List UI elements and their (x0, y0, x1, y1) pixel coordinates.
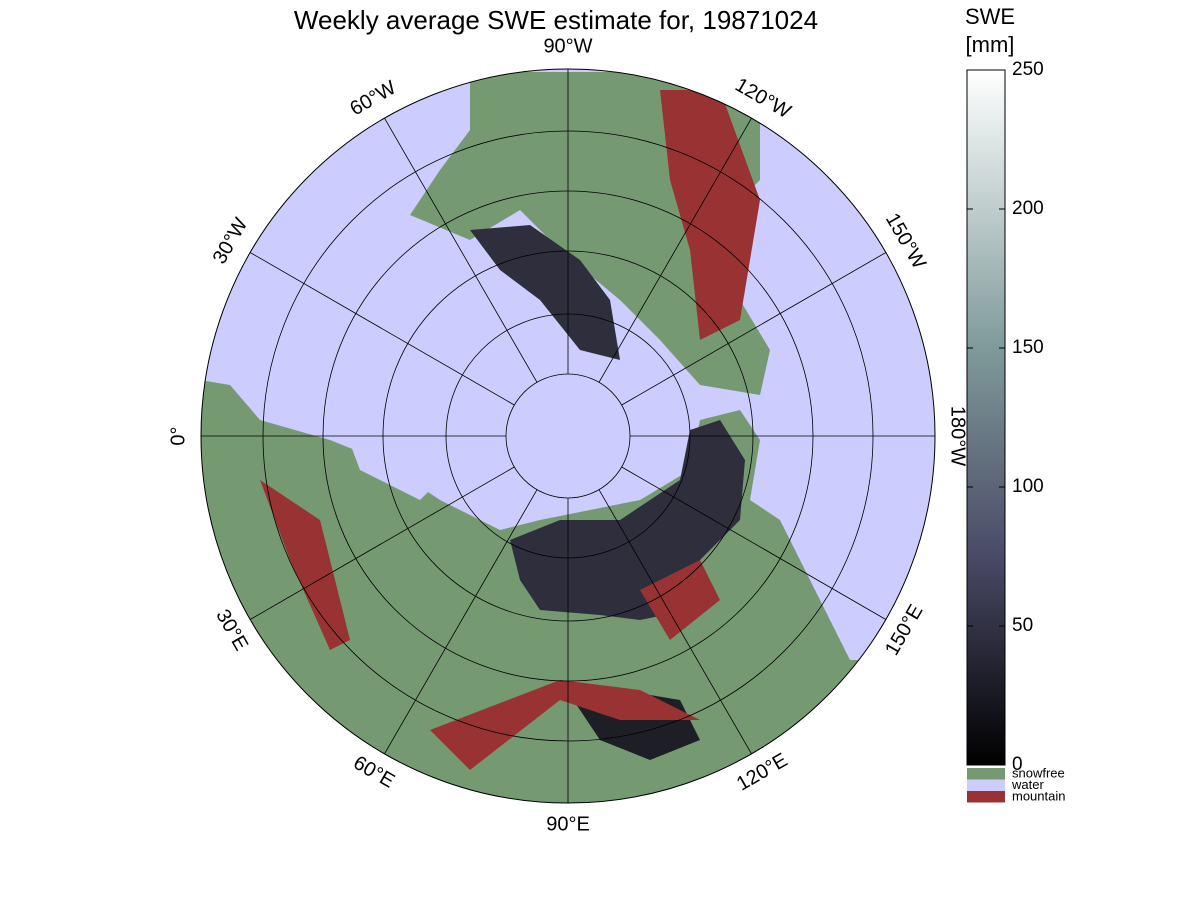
map-border (200, 68, 936, 804)
legend-swatch (967, 779, 1005, 791)
snow-arctic (470, 225, 620, 360)
meridian (621, 252, 887, 406)
colorbar-tick-label: 0 (1012, 754, 1023, 775)
colorbar-tick-label: 150 (1012, 337, 1044, 358)
colorbar-tick-label: 100 (1012, 476, 1044, 497)
longitude-label: 90°E (546, 813, 590, 835)
legend-swatch (967, 791, 1005, 803)
land-inlet (330, 390, 450, 500)
colorbar-ticks: 0 50 100 150 200 250 (967, 59, 1044, 775)
map-title: Weekly average SWE estimate for, 1987102… (294, 5, 818, 35)
longitude-label: 180°W (947, 406, 969, 466)
longitude-label: 0° (167, 426, 189, 445)
colorbar-label: SWE (965, 4, 1015, 29)
meridian (249, 466, 515, 620)
colorbar-tick-label: 50 (1012, 615, 1033, 636)
legend-label: water (1011, 777, 1044, 792)
meridian (621, 466, 887, 620)
legend-swatch (967, 768, 1005, 780)
meridian (384, 117, 538, 383)
colorbar-label: [mm] (966, 32, 1015, 57)
longitude-label: 90°W (543, 35, 592, 57)
colorbar-tick-label: 250 (1012, 59, 1044, 80)
meridian (598, 117, 752, 383)
meridian (598, 489, 752, 755)
legend-label: snowfree (1012, 765, 1065, 780)
colorbar-tick-label: 200 (1012, 198, 1044, 219)
meridian (249, 252, 515, 406)
meridian (384, 489, 538, 755)
mountain-rockies (660, 90, 760, 340)
colorbar (966, 69, 1006, 766)
legend-label: mountain (1012, 788, 1065, 803)
mountain-himalaya (430, 680, 700, 770)
graticule (201, 69, 935, 803)
mountain-siberia (640, 560, 720, 640)
mountain-europe (260, 480, 350, 650)
